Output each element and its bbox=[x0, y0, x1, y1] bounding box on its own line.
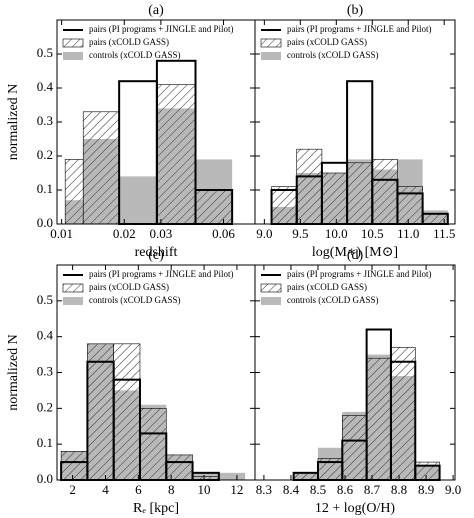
legend-label: pairs (PI programs + JINGLE and Pilot) bbox=[89, 269, 234, 279]
legend-label: pairs (xCOLD GASS) bbox=[89, 37, 169, 47]
x-tick-label: 9.5 bbox=[292, 226, 308, 241]
legend-swatch bbox=[62, 38, 84, 48]
y-axis-label: normalized N bbox=[6, 84, 21, 161]
histogram-bar bbox=[195, 189, 233, 225]
histogram-bar bbox=[366, 357, 392, 481]
histogram-bar bbox=[397, 186, 423, 225]
x-tick-label: 8.4 bbox=[283, 482, 300, 497]
x-tick-label: 10.0 bbox=[325, 226, 348, 241]
y-tick-label: 0.0 bbox=[37, 215, 53, 230]
histogram-bar bbox=[390, 347, 416, 481]
histogram-bar bbox=[82, 111, 120, 225]
panel-title: (c) bbox=[148, 248, 164, 263]
legend-label: pairs (xCOLD GASS) bbox=[287, 282, 367, 292]
y-tick-label: 0.2 bbox=[37, 399, 53, 414]
y-tick-label: 0.3 bbox=[37, 113, 53, 128]
histogram-bar bbox=[371, 159, 398, 225]
x-tick-label: 0.01 bbox=[50, 226, 73, 241]
y-tick-label: 0.5 bbox=[37, 292, 53, 307]
x-axis-label: redshift bbox=[135, 245, 178, 260]
x-tick-label: 10.5 bbox=[361, 226, 384, 241]
x-tick-label: 9.0 bbox=[256, 226, 272, 241]
histogram-bar bbox=[60, 451, 88, 481]
histogram-bar bbox=[165, 454, 193, 481]
legend-label: pairs (PI programs + JINGLE and Pilot) bbox=[287, 24, 432, 34]
legend-swatch bbox=[261, 52, 281, 60]
legend-label: pairs (PI programs + JINGLE and Pilot) bbox=[287, 269, 432, 279]
x-tick-label: 11.0 bbox=[397, 226, 419, 241]
x-tick-label: 0.03 bbox=[150, 226, 173, 241]
legend-swatch bbox=[63, 52, 83, 60]
histogram-bar bbox=[139, 408, 167, 481]
legend-label: controls (xCOLD GASS) bbox=[89, 50, 181, 60]
legend-label: controls (xCOLD GASS) bbox=[287, 295, 379, 305]
histogram-bar bbox=[156, 84, 196, 225]
x-tick-label: 12 bbox=[230, 482, 243, 497]
x-axis-label: 12 + log(O/H) bbox=[315, 501, 396, 516]
histogram-bar bbox=[293, 472, 319, 481]
histogram-bar bbox=[346, 162, 373, 225]
histogram-bar bbox=[64, 159, 84, 225]
x-tick-label: 8.5 bbox=[310, 482, 326, 497]
x-tick-label: 8.8 bbox=[391, 482, 407, 497]
legend-label: pairs (xCOLD GASS) bbox=[287, 37, 367, 47]
legend-swatch bbox=[261, 297, 281, 305]
histogram-bar bbox=[87, 343, 114, 481]
y-tick-label: 0.0 bbox=[37, 471, 53, 486]
x-tick-label: 8 bbox=[168, 482, 175, 497]
x-tick-label: 0.06 bbox=[212, 226, 235, 241]
x-tick-label: 8.6 bbox=[337, 482, 354, 497]
histogram-bar bbox=[296, 148, 323, 225]
x-tick-label: 9.0 bbox=[445, 482, 461, 497]
legend-label: controls (xCOLD GASS) bbox=[89, 295, 181, 305]
histogram-bar bbox=[218, 472, 246, 480]
y-axis-label: normalized N bbox=[6, 334, 21, 411]
legend-label: pairs (PI programs + JINGLE and Pilot) bbox=[89, 24, 234, 34]
x-axis-label: Rₑ [kpc] bbox=[133, 501, 179, 516]
legend-label: pairs (xCOLD GASS) bbox=[89, 282, 169, 292]
x-tick-label: 10 bbox=[198, 482, 211, 497]
y-tick-label: 0.2 bbox=[37, 147, 53, 162]
histogram-bar bbox=[341, 415, 367, 481]
legend-label: controls (xCOLD GASS) bbox=[287, 50, 379, 60]
y-tick-label: 0.4 bbox=[37, 79, 54, 94]
legend-swatch bbox=[63, 297, 83, 305]
x-tick-label: 2 bbox=[69, 482, 76, 497]
y-tick-label: 0.1 bbox=[37, 181, 53, 196]
x-axis-label: log(M∗) [M⊙] bbox=[312, 245, 398, 260]
panel-title: (b) bbox=[347, 3, 364, 18]
x-tick-label: 8.7 bbox=[364, 482, 381, 497]
x-tick-label: 4 bbox=[102, 482, 109, 497]
histogram-bar bbox=[271, 186, 298, 225]
legend-swatch bbox=[62, 283, 84, 293]
histogram-bar bbox=[113, 343, 141, 481]
x-tick-label: 6 bbox=[135, 482, 142, 497]
x-tick-label: 8.9 bbox=[418, 482, 434, 497]
histogram-bar bbox=[119, 176, 157, 224]
panel-title: (d) bbox=[347, 248, 364, 263]
y-tick-label: 0.1 bbox=[37, 435, 53, 450]
legend-swatch bbox=[260, 283, 282, 293]
x-tick-label: 11.5 bbox=[433, 226, 455, 241]
x-tick-label: 0.02 bbox=[113, 226, 136, 241]
y-tick-label: 0.5 bbox=[37, 45, 53, 60]
panel-title: (a) bbox=[148, 3, 164, 18]
histogram-bar bbox=[321, 172, 348, 225]
legend-swatch bbox=[260, 38, 282, 48]
y-tick-label: 0.3 bbox=[37, 363, 53, 378]
y-tick-label: 0.4 bbox=[37, 328, 54, 343]
x-tick-label: 8.3 bbox=[256, 482, 272, 497]
